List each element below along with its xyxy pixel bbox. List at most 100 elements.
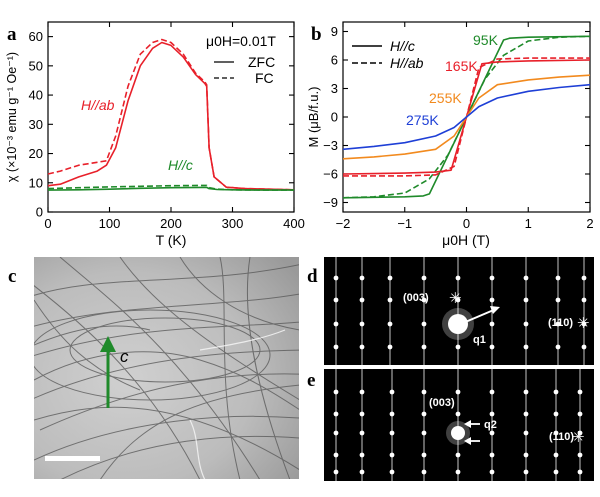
diffraction-spot	[489, 411, 495, 417]
diffraction-spot	[333, 275, 339, 281]
diffraction-spot	[489, 275, 495, 281]
panel-a-ytick-label: 0	[36, 205, 43, 220]
panel-a-label-hab: H//ab	[81, 97, 115, 113]
diffraction-spot	[359, 469, 365, 475]
micrograph-bright-fibers	[189, 329, 286, 479]
diffraction-spot	[581, 321, 587, 327]
panel-b-ticks: −2 −1 0 1 2 −9 −6 −3 0 3 6 9	[323, 22, 594, 231]
panel-a-ticks: 0 100 200 300 400 0 10 20 30 40 50 60	[29, 22, 305, 231]
diffraction-spot	[489, 321, 495, 327]
panel-a-ytick-label: 20	[29, 146, 43, 161]
diffraction-spot	[387, 275, 393, 281]
diffraction-pattern-e	[324, 369, 594, 481]
panel-a-ytick-label: 60	[29, 29, 43, 44]
diffraction-spot	[523, 452, 529, 458]
diffraction-spot	[359, 430, 365, 436]
diffraction-spot	[389, 411, 395, 417]
diffraction-spot	[553, 411, 559, 417]
diffraction-spot	[577, 452, 583, 458]
diffraction-spot	[421, 297, 427, 303]
panel-e-star-110: ✳	[572, 429, 585, 446]
q2-label: q2	[484, 419, 497, 431]
panel-a-legend-fc: FC	[255, 70, 274, 86]
diffraction-spot	[387, 321, 393, 327]
diffraction-spot	[489, 344, 495, 350]
panel-b-legend-dashed: H//ab	[390, 55, 424, 71]
diffraction-spot	[455, 344, 461, 350]
diffraction-spot	[421, 411, 427, 417]
diffraction-spot	[421, 389, 427, 395]
diffraction-spot	[333, 430, 339, 436]
q2-arrowhead-lower	[464, 437, 471, 445]
panel-d-central-glow	[442, 308, 474, 340]
panel-a-legend-zfc: ZFC	[248, 54, 275, 70]
panel-a-ytick-label: 50	[29, 58, 43, 73]
diffraction-spot	[333, 469, 339, 475]
diffraction-spot	[489, 389, 495, 395]
diffraction-spot	[359, 411, 365, 417]
diffraction-spot	[577, 389, 583, 395]
diffraction-spot	[359, 344, 365, 350]
q1-arrowhead	[490, 306, 500, 314]
panel-a-letter: a	[7, 24, 17, 45]
q1-label: q1	[473, 334, 486, 346]
diffraction-spot	[421, 452, 427, 458]
panel-b-label-165k: 165K	[445, 58, 478, 74]
diffraction-spot	[489, 430, 495, 436]
panel-d-label-110: (110)	[548, 317, 573, 329]
panel-a-series-h-c-fc	[47, 184, 294, 191]
diffraction-spot	[555, 321, 561, 327]
diffraction-spot	[581, 344, 587, 350]
panel-b-xtick-label: −2	[336, 216, 351, 231]
diffraction-spot	[333, 452, 339, 458]
diffraction-spot	[359, 389, 365, 395]
panel-d-label-003: (003)	[403, 292, 429, 304]
panel-d-central-spot	[448, 314, 468, 334]
diffraction-spot	[421, 321, 427, 327]
panel-b-ytick-label: 6	[331, 53, 338, 68]
c-axis-label: c	[120, 347, 129, 366]
panel-b-label-255k: 255K	[429, 90, 462, 106]
diffraction-spot	[555, 297, 561, 303]
diffraction-spot	[455, 469, 461, 475]
diffraction-spot	[455, 389, 461, 395]
micrograph-image	[34, 257, 299, 479]
panel-b-curves	[342, 35, 591, 199]
diffraction-spot	[421, 469, 427, 475]
diffraction-spot	[523, 430, 529, 436]
diffraction-spot	[581, 275, 587, 281]
diffraction-spot	[523, 297, 529, 303]
panel-b-label-95k: 95K	[473, 32, 499, 48]
panel-b-ytick-label: −3	[323, 138, 338, 153]
panel-b-ytick-label: 0	[331, 110, 338, 125]
panel-a-ylabel: χ (×10⁻³ emu g⁻¹ Oe⁻¹)	[5, 52, 19, 182]
diffraction-spot	[553, 452, 559, 458]
panel-a-xlabel: T (K)	[156, 232, 187, 248]
diffraction-spot	[555, 275, 561, 281]
panel-a-series-h-ab-fc	[47, 38, 295, 191]
panel-b-letter: b	[311, 24, 322, 45]
panel-e: e (003) (110) ✳ q2	[307, 369, 594, 481]
panel-e-letter: e	[307, 370, 315, 391]
diffraction-spot	[523, 389, 529, 395]
diffraction-spot	[421, 344, 427, 350]
diffraction-spot	[421, 275, 427, 281]
diffraction-spot	[555, 344, 561, 350]
diffraction-spot	[333, 389, 339, 395]
diffraction-spot	[387, 344, 393, 350]
diffraction-spot	[455, 411, 461, 417]
diffraction-spot	[523, 411, 529, 417]
diffraction-spot	[389, 452, 395, 458]
panel-a-ytick-label: 40	[29, 88, 43, 103]
panel-a-ytick-label: 30	[29, 117, 43, 132]
panel-b-xtick-label: 1	[525, 216, 532, 231]
diffraction-spot	[523, 344, 529, 350]
panel-d-streaks	[333, 257, 587, 365]
diffraction-spot	[359, 297, 365, 303]
diffraction-spot	[389, 389, 395, 395]
micrograph-fibers	[34, 257, 299, 479]
panel-a-xtick-label: 300	[222, 216, 244, 231]
panel-b-xlabel: μ0H (T)	[442, 232, 490, 248]
diffraction-spot	[333, 297, 339, 303]
